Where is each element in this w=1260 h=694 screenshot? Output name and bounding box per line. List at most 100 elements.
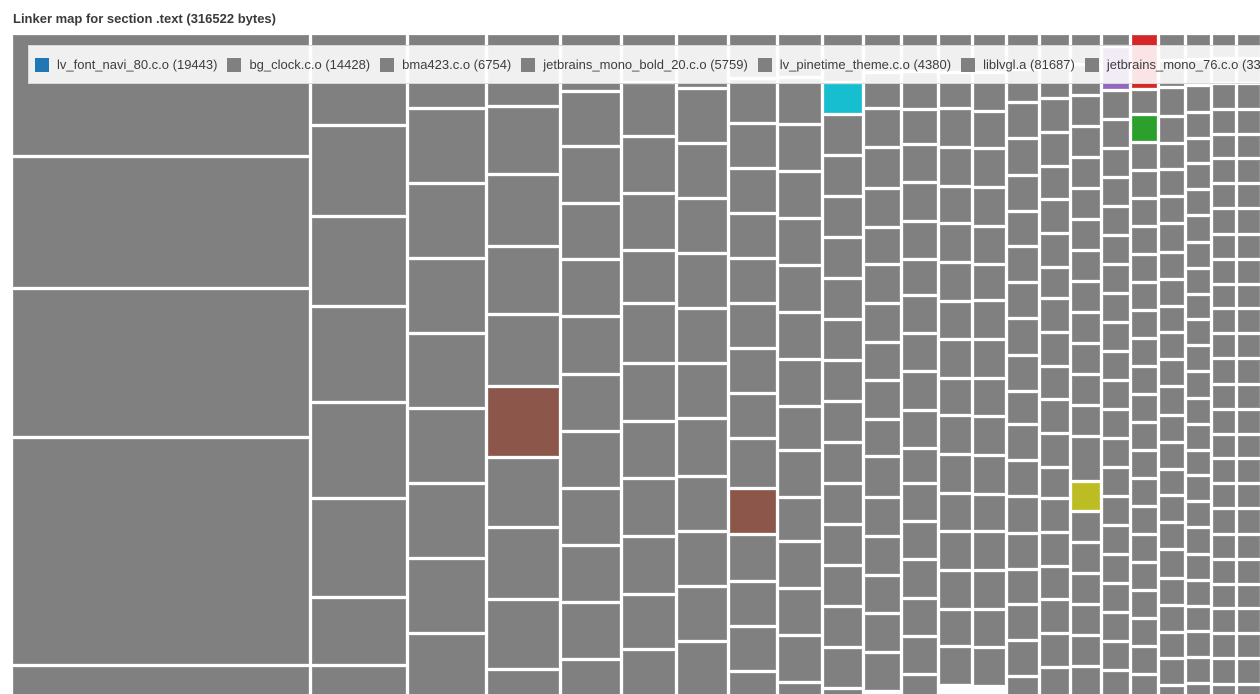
treemap-cell[interactable] [1072, 283, 1100, 311]
treemap-cell[interactable] [1187, 608, 1210, 630]
treemap-cell[interactable] [1072, 252, 1100, 280]
treemap-cell[interactable] [865, 382, 900, 418]
treemap-cell[interactable] [940, 417, 971, 453]
treemap-cell[interactable] [1238, 261, 1260, 283]
treemap-cell[interactable] [1213, 460, 1235, 482]
treemap-cell[interactable] [903, 600, 937, 635]
treemap-cell[interactable] [1041, 334, 1069, 365]
treemap-cell[interactable] [488, 176, 559, 245]
treemap-cell[interactable] [1213, 210, 1235, 233]
treemap-cell[interactable] [940, 341, 971, 377]
treemap-cell[interactable] [974, 457, 1005, 493]
treemap-cell[interactable] [730, 673, 776, 694]
treemap-cell[interactable] [409, 560, 485, 632]
treemap-cell[interactable] [1072, 376, 1100, 404]
treemap-cell[interactable] [1160, 634, 1184, 657]
treemap-cell[interactable] [1238, 310, 1260, 332]
treemap-cell[interactable] [1103, 498, 1129, 524]
treemap-cell[interactable] [1187, 373, 1210, 397]
treemap-cell[interactable] [1132, 368, 1157, 393]
treemap-cell[interactable] [1187, 426, 1210, 449]
treemap-cell[interactable] [1041, 469, 1069, 497]
treemap-cell[interactable] [824, 485, 862, 523]
treemap-cell[interactable] [940, 572, 971, 608]
treemap-cell[interactable] [1238, 386, 1260, 408]
treemap-cell[interactable] [1072, 314, 1100, 342]
treemap-cell[interactable] [1238, 160, 1260, 182]
treemap-cell[interactable] [1008, 678, 1038, 694]
treemap-cell[interactable] [1008, 177, 1038, 210]
treemap-cell[interactable] [678, 478, 727, 530]
treemap-cell[interactable] [1041, 635, 1069, 666]
treemap-cell[interactable] [865, 499, 900, 535]
treemap-cell[interactable] [865, 577, 900, 612]
treemap-cell[interactable] [678, 533, 727, 585]
treemap-cell[interactable] [903, 450, 937, 482]
treemap-cell[interactable] [940, 264, 971, 300]
treemap-cell[interactable] [1103, 295, 1129, 321]
treemap-cell[interactable] [1187, 321, 1210, 344]
treemap-cell[interactable] [1238, 411, 1260, 433]
treemap-cell[interactable] [865, 538, 900, 574]
treemap-cell[interactable] [903, 223, 937, 258]
treemap-cell[interactable] [1160, 497, 1184, 521]
treemap-cell[interactable] [1160, 89, 1184, 115]
treemap-cell[interactable] [1213, 660, 1235, 683]
treemap-cell[interactable] [678, 365, 727, 417]
treemap-cell[interactable] [730, 170, 776, 212]
treemap-cell[interactable] [974, 302, 1005, 338]
treemap-cell[interactable] [974, 380, 1005, 415]
treemap-cell[interactable] [1132, 256, 1157, 281]
treemap-cell[interactable] [1238, 460, 1260, 482]
treemap-cell[interactable] [1041, 435, 1069, 466]
treemap-cell[interactable] [1213, 536, 1235, 558]
treemap-cell[interactable] [1132, 620, 1157, 645]
treemap-cell[interactable] [1072, 513, 1100, 541]
treemap-cell[interactable] [824, 157, 862, 195]
treemap-cell[interactable] [730, 305, 776, 347]
treemap-cell[interactable] [940, 149, 971, 185]
treemap-cell[interactable] [1132, 452, 1157, 477]
treemap-cell[interactable] [1072, 128, 1100, 156]
treemap-cell[interactable] [678, 200, 727, 252]
treemap-cell[interactable] [779, 361, 821, 405]
treemap-cell[interactable] [1041, 669, 1069, 694]
treemap-cell[interactable] [1187, 140, 1210, 162]
treemap-cell[interactable] [312, 599, 406, 664]
treemap-cell[interactable] [940, 110, 971, 146]
treemap-cell[interactable] [1103, 585, 1129, 611]
treemap-cell[interactable] [409, 410, 485, 482]
treemap-cell[interactable] [1213, 111, 1235, 133]
treemap-cell[interactable] [940, 495, 971, 530]
treemap-cell[interactable] [1187, 529, 1210, 553]
treemap-cell[interactable] [1160, 524, 1184, 548]
treemap-cell[interactable] [940, 456, 971, 492]
treemap-cell[interactable] [730, 350, 776, 392]
treemap-cell[interactable] [1103, 237, 1129, 263]
treemap-cell[interactable] [488, 108, 559, 173]
treemap-cell[interactable] [1041, 601, 1069, 632]
treemap-cell[interactable] [974, 228, 1005, 263]
treemap-cell[interactable] [13, 290, 309, 436]
treemap-cell[interactable] [1072, 407, 1100, 435]
treemap-cell[interactable] [940, 648, 971, 684]
treemap-cell[interactable] [865, 654, 900, 690]
treemap-cell[interactable] [1187, 191, 1210, 214]
treemap-cell[interactable] [824, 280, 862, 318]
treemap-cell[interactable] [1160, 361, 1184, 385]
treemap-cell[interactable] [1187, 400, 1210, 423]
treemap-cell[interactable] [1213, 335, 1235, 357]
treemap-cell[interactable] [865, 266, 900, 302]
treemap-cell[interactable] [974, 611, 1005, 646]
treemap-cell[interactable] [779, 220, 821, 264]
treemap-cell[interactable] [940, 225, 971, 261]
treemap-cell[interactable] [409, 260, 485, 332]
treemap-cell[interactable] [1238, 610, 1260, 632]
treemap-cell[interactable] [779, 543, 821, 587]
treemap-cell[interactable] [1103, 440, 1129, 466]
treemap-cell[interactable] [1041, 300, 1069, 331]
treemap-cell[interactable] [1008, 320, 1038, 354]
treemap-cell[interactable] [562, 261, 620, 315]
treemap-cell[interactable] [1008, 571, 1038, 603]
treemap-cell[interactable] [312, 667, 406, 694]
